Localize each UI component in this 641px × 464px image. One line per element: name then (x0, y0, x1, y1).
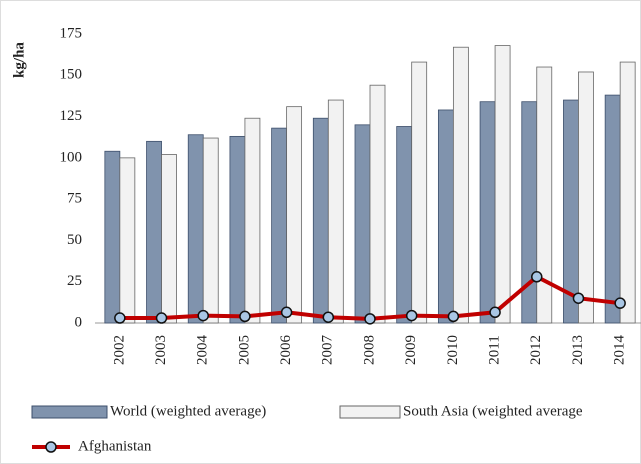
line-marker (614, 297, 626, 309)
bar (161, 154, 177, 324)
x-tick-label: 2006 (278, 335, 294, 366)
line-marker (280, 306, 293, 319)
bar (452, 46, 469, 324)
y-tick-label: 150 (60, 67, 83, 83)
bar (494, 45, 511, 324)
line-marker (322, 311, 335, 323)
line-marker (405, 309, 418, 322)
x-tick-label: 2010 (445, 335, 461, 365)
x-tick-label: 2014 (612, 335, 628, 366)
x-tick-label: 2005 (236, 335, 252, 365)
bar (327, 99, 344, 324)
legend-swatch (339, 405, 401, 419)
bar (244, 117, 261, 324)
bar (619, 61, 636, 324)
y-axis-label: kg/ha (11, 42, 27, 78)
legend-label: World (weighted average) (110, 403, 266, 419)
x-tick-label: 2007 (320, 335, 336, 366)
bar (271, 127, 288, 324)
line-marker (239, 310, 251, 323)
line-marker (489, 306, 501, 319)
bar (119, 157, 136, 324)
bar (411, 61, 428, 324)
line-marker (364, 313, 376, 325)
x-tick-label: 2012 (528, 335, 544, 365)
bar (312, 117, 329, 324)
line-marker (114, 312, 126, 324)
line-marker (155, 312, 168, 324)
line-marker (197, 309, 209, 322)
bar (437, 109, 454, 324)
bar (396, 126, 413, 324)
line-marker (531, 271, 543, 283)
y-tick-label: 75 (67, 191, 82, 207)
line-marker (572, 292, 585, 304)
x-tick-label: 2004 (195, 335, 211, 366)
line-marker (447, 310, 460, 323)
bar (536, 66, 553, 324)
y-tick-label: 50 (67, 232, 82, 248)
y-tick-label: 0 (75, 314, 83, 330)
x-tick-label: 2008 (361, 335, 377, 365)
bar (104, 150, 121, 324)
legend-marker (45, 441, 57, 453)
y-tick-label: 125 (60, 108, 83, 124)
bar (146, 140, 162, 324)
legend-label: Afghanistan (78, 438, 152, 454)
y-tick-label: 175 (60, 25, 83, 41)
y-tick-label: 100 (60, 149, 83, 165)
x-tick-label: 2013 (570, 335, 586, 365)
bar (479, 101, 496, 324)
bar (187, 134, 204, 324)
x-tick-label: 2011 (487, 335, 503, 364)
x-tick-label: 2009 (403, 335, 419, 365)
y-tick-label: 25 (67, 273, 82, 289)
bar (229, 135, 246, 324)
bar (202, 137, 219, 324)
bar (604, 94, 621, 324)
legend-label: South Asia (weighted average (403, 403, 583, 419)
legend-swatch (31, 405, 108, 419)
x-tick-label: 2002 (111, 335, 127, 365)
bar (369, 84, 386, 324)
x-tick-label: 2003 (153, 335, 169, 365)
bar (354, 124, 371, 324)
bar (286, 106, 303, 324)
bar (578, 71, 594, 324)
